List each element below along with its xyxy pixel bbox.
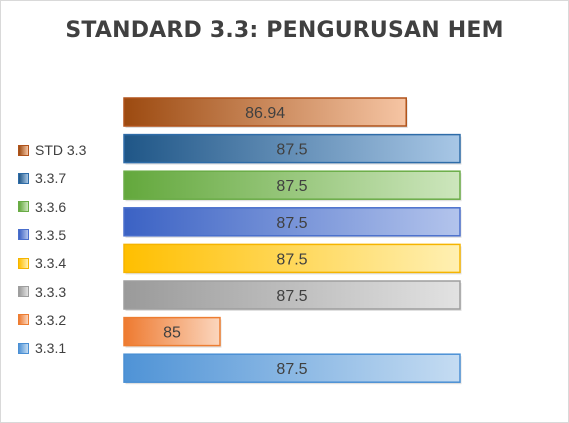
legend-swatch <box>18 172 29 184</box>
legend-swatch <box>18 286 29 297</box>
bar-3.3.4 <box>123 243 461 274</box>
legend-swatch <box>18 201 29 213</box>
data-label: 87.5 <box>276 361 307 378</box>
legend-label: 3.3.1 <box>35 340 67 357</box>
data-label: 87.5 <box>276 215 307 232</box>
legend-swatch <box>18 342 29 354</box>
data-label: 87.5 <box>276 288 307 305</box>
legend-item: 3.3.6 <box>18 197 66 217</box>
bar-3.3.7 <box>123 133 461 164</box>
data-label: 87.5 <box>276 178 307 195</box>
legend-item: 3.3.1 <box>18 338 66 358</box>
chart-title: STANDARD 3.3: PENGURUSAN HEM <box>65 18 504 43</box>
bar-std-3.3 <box>123 97 407 127</box>
data-label: 87.5 <box>276 142 307 159</box>
bar-3.3.1 <box>123 353 461 383</box>
legend-label: 3.3.6 <box>35 198 67 215</box>
legend-swatch <box>18 257 29 269</box>
legend-swatch <box>18 229 29 241</box>
legend-label: 3.3.3 <box>35 283 67 300</box>
legend-item: 3.3.5 <box>18 225 66 245</box>
legend-item: 3.3.7 <box>18 168 66 188</box>
data-label: 86.94 <box>245 105 285 122</box>
data-label: 87.5 <box>276 251 307 268</box>
legend-item: STD 3.3 <box>18 140 86 160</box>
data-label: 85 <box>163 325 181 342</box>
legend-swatch <box>18 144 29 156</box>
legend-item: 3.3.4 <box>18 253 66 273</box>
bar-3.3.5 <box>123 207 461 237</box>
bar-3.3.2 <box>123 316 221 347</box>
legend-item: 3.3.3 <box>18 282 66 302</box>
legend-label: STD 3.3 <box>35 142 87 158</box>
legend-label: 3.3.5 <box>35 226 67 243</box>
bar-3.3.6 <box>123 170 461 200</box>
bar-3.3.3 <box>123 280 461 310</box>
legend-label: 3.3.2 <box>35 311 67 328</box>
legend-swatch <box>18 314 29 326</box>
legend-item: 3.3.2 <box>18 310 66 330</box>
legend-label: 3.3.7 <box>35 170 67 187</box>
legend-label: 3.3.4 <box>35 255 67 272</box>
